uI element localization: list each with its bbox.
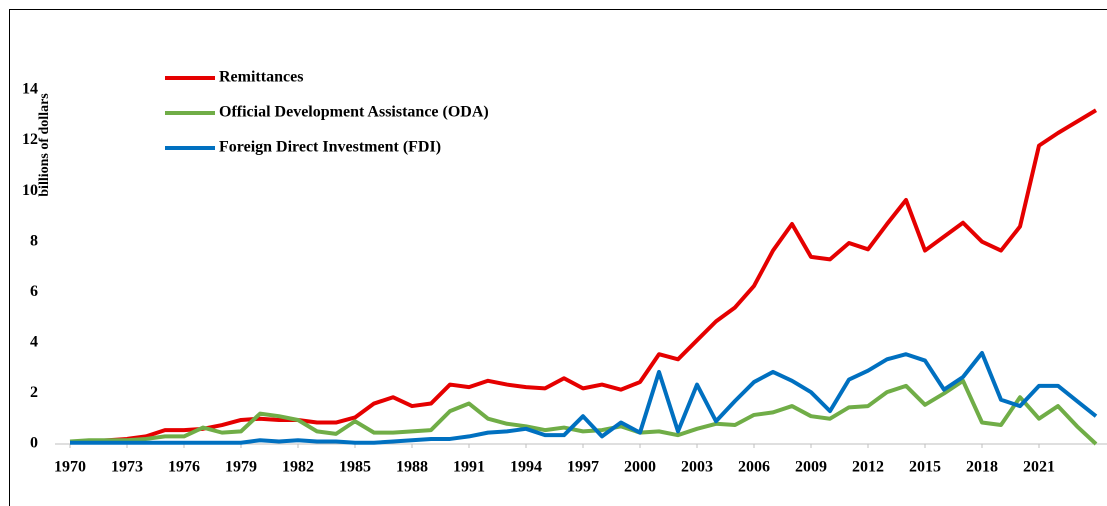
frame: [9, 9, 1107, 506]
legend-label: Remittances: [219, 69, 303, 86]
y-tick-label: 0: [30, 435, 38, 452]
y-tick-label: 8: [30, 232, 38, 249]
x-tick-label: 1985: [339, 459, 371, 476]
x-tick-label: 2021: [1023, 459, 1055, 476]
x-tick-label: 1991: [453, 459, 485, 476]
y-tick-label: 12: [22, 131, 38, 148]
x-tick-label: 1973: [111, 459, 143, 476]
y-tick-label: 6: [30, 283, 38, 300]
series-line: [69, 378, 1098, 446]
y-tick-label: 10: [22, 182, 38, 199]
y-tick-label: 2: [30, 384, 38, 401]
x-tick-label: 2018: [966, 459, 998, 476]
x-tick-label: 1970: [54, 459, 86, 476]
x-tick-label: 2000: [624, 459, 656, 476]
x-tick-label: 2009: [795, 459, 827, 476]
legend-label: Official Development Assistance (ODA): [219, 104, 489, 121]
y-axis-label: billions of dollars: [37, 93, 52, 197]
x-tick-label: 1979: [225, 459, 257, 476]
y-tick-label: 14: [22, 81, 38, 98]
x-tick-label: 2006: [738, 459, 770, 476]
legend-label: Foreign Direct Investment (FDI): [219, 139, 441, 156]
y-tick-label: 4: [30, 334, 38, 351]
x-tick-label: 1982: [282, 459, 314, 476]
series-line: [70, 108, 1098, 444]
x-tick-label: 1997: [567, 459, 599, 476]
x-tick-label: 1976: [168, 459, 200, 476]
x-tick-label: 2003: [681, 459, 713, 476]
x-tick-label: 1988: [396, 459, 428, 476]
x-tick-label: 2012: [852, 459, 884, 476]
x-tick-label: 2015: [909, 459, 941, 476]
series-line: [70, 350, 1098, 445]
x-tick-label: 1994: [510, 459, 542, 476]
